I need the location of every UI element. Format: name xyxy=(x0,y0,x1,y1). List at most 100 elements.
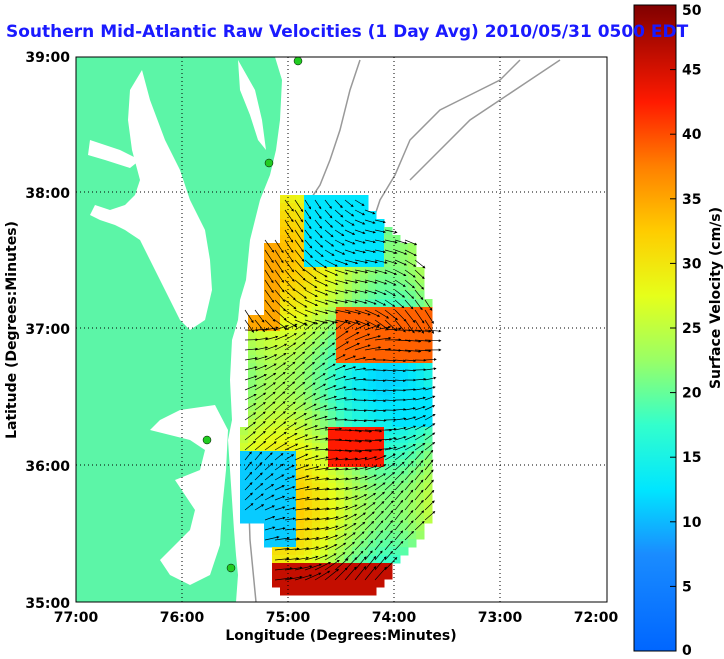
velocity-vector xyxy=(284,547,300,551)
velocity-vector xyxy=(364,540,374,551)
velocity-vector xyxy=(354,409,367,413)
velocity-cell xyxy=(288,243,297,252)
velocity-cell xyxy=(264,483,273,492)
velocity-cell xyxy=(288,363,297,372)
velocity-vector xyxy=(264,401,276,411)
velocity-vector xyxy=(334,439,353,443)
velocity-cell xyxy=(376,451,385,460)
velocity-cell xyxy=(240,499,249,508)
velocity-vector xyxy=(314,561,332,571)
velocity-cell xyxy=(376,307,385,316)
velocity-cell xyxy=(288,251,297,260)
velocity-cell xyxy=(320,571,329,580)
velocity-vector xyxy=(324,363,336,371)
velocity-vector xyxy=(254,327,269,331)
velocity-cell xyxy=(400,259,409,268)
velocity-cell xyxy=(328,339,337,348)
velocity-cell xyxy=(344,515,353,524)
x-tick-label: 73:00 xyxy=(478,610,523,626)
velocity-cell xyxy=(392,339,401,348)
velocity-cell xyxy=(312,515,321,524)
velocity-cell xyxy=(352,459,361,468)
velocity-cell xyxy=(352,347,361,356)
velocity-vector xyxy=(344,495,359,501)
velocity-cell xyxy=(296,443,305,452)
velocity-vector xyxy=(354,512,366,521)
velocity-cell xyxy=(288,347,297,356)
velocity-vector xyxy=(404,479,414,491)
velocity-cell xyxy=(280,363,289,372)
velocity-cell xyxy=(416,307,425,316)
velocity-cell xyxy=(352,555,361,564)
velocity-cell xyxy=(400,299,409,308)
velocity-cell xyxy=(344,507,353,516)
velocity-vector xyxy=(264,299,275,313)
velocity-cell xyxy=(328,363,337,372)
velocity-cell xyxy=(320,331,329,340)
velocity-cell xyxy=(376,507,385,516)
velocity-vector xyxy=(414,489,424,501)
velocity-vector xyxy=(414,424,426,431)
velocity-cell xyxy=(424,403,433,412)
velocity-cell xyxy=(376,563,385,572)
velocity-cell xyxy=(296,315,305,324)
velocity-cell xyxy=(376,547,385,556)
velocity-cell xyxy=(360,267,369,276)
velocity-vector xyxy=(344,376,357,381)
velocity-vector xyxy=(274,401,286,411)
velocity-vector xyxy=(334,341,349,351)
velocity-cell xyxy=(352,579,361,588)
velocity-vector xyxy=(344,486,359,491)
velocity-vector xyxy=(294,434,309,441)
velocity-cell xyxy=(336,419,345,428)
velocity-vector xyxy=(244,347,259,351)
velocity-cell xyxy=(400,363,409,372)
velocity-cell xyxy=(416,379,425,388)
velocity-cell xyxy=(336,427,345,436)
velocity-cell xyxy=(320,267,329,276)
velocity-cell xyxy=(368,275,377,284)
velocity-cell xyxy=(344,411,353,420)
velocity-cell xyxy=(296,259,305,268)
velocity-vector xyxy=(284,422,297,431)
velocity-vector xyxy=(344,209,355,217)
velocity-vector xyxy=(344,541,356,551)
velocity-vector xyxy=(304,555,319,561)
velocity-vector xyxy=(274,259,284,274)
y-tick-label: 37:00 xyxy=(25,322,70,338)
velocity-cell xyxy=(272,579,281,588)
velocity-cell xyxy=(264,491,273,500)
velocity-cell xyxy=(408,475,417,484)
velocity-cell xyxy=(368,435,377,444)
velocity-vector xyxy=(284,496,296,501)
velocity-vector xyxy=(314,199,322,210)
velocity-cell xyxy=(256,363,265,372)
velocity-cell xyxy=(424,483,433,492)
velocity-cell xyxy=(328,531,337,540)
velocity-cell xyxy=(304,291,313,300)
velocity-vector xyxy=(374,336,392,341)
velocity-vector xyxy=(354,521,366,531)
velocity-cell xyxy=(288,571,297,580)
velocity-vector xyxy=(304,249,313,259)
velocity-vector xyxy=(414,469,424,481)
velocity-vector xyxy=(344,331,360,341)
velocity-cell xyxy=(304,491,313,500)
velocity-vector xyxy=(314,321,326,331)
velocity-cell xyxy=(416,363,425,372)
velocity-cell xyxy=(264,387,273,396)
velocity-cell xyxy=(304,539,313,548)
velocity-cell xyxy=(248,323,257,332)
velocity-vector xyxy=(364,289,378,295)
velocity-cell xyxy=(360,315,369,324)
velocity-vector xyxy=(334,309,352,315)
velocity-cell xyxy=(416,483,425,492)
velocity-cell xyxy=(408,443,417,452)
velocity-cell xyxy=(336,467,345,476)
velocity-cell xyxy=(352,411,361,420)
velocity-cell xyxy=(312,299,321,308)
velocity-vector xyxy=(344,269,359,274)
velocity-vector xyxy=(374,219,386,224)
velocity-cell xyxy=(240,483,249,492)
